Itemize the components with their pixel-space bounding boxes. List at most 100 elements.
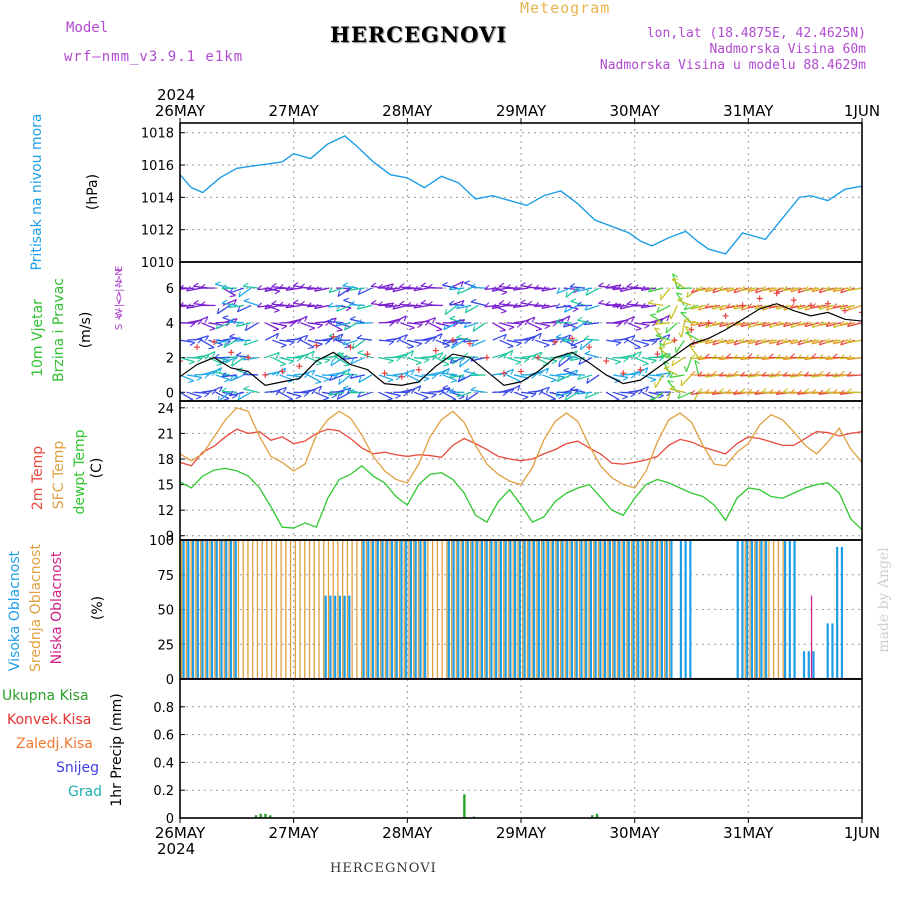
wind-arrow-head: [443, 364, 450, 367]
wind-arrow: [825, 339, 841, 344]
cloud-bar: [754, 540, 756, 679]
wind-arrow-head: [236, 321, 241, 327]
cloud-bar: [689, 540, 692, 679]
wind-arrow-head: [422, 397, 429, 401]
wind-arrow: [228, 304, 245, 309]
wind-arrow: [414, 356, 430, 361]
wind-arrow-head: [818, 304, 823, 310]
wind-arrow: [399, 286, 415, 289]
wind-arrow-head: [343, 324, 348, 331]
wind-arrow-head: [304, 354, 309, 360]
wind-arrow-head: [243, 298, 250, 302]
cloud-bar: [400, 540, 403, 679]
wind-arrow: [655, 322, 671, 325]
x-tick-label-bottom: 27MAY: [269, 824, 320, 842]
cloud-bar: [480, 540, 484, 679]
cloud-bar: [810, 595, 813, 679]
cloud-bar: [760, 540, 763, 679]
cloud-bar: [589, 540, 593, 679]
cloud-bar: [622, 540, 626, 679]
cloud-bar: [649, 540, 652, 679]
cloud-bar: [783, 540, 787, 679]
wind-arrow-head: [555, 303, 561, 309]
cloud-bar: [261, 540, 263, 679]
cloud-bar: [185, 540, 188, 679]
wind-arrow: [769, 287, 785, 293]
wind-arrow-head: [733, 287, 738, 293]
wind-arrow-head: [342, 339, 347, 346]
wind-arrow-head: [747, 303, 752, 309]
wind-arrow: [683, 320, 699, 324]
wind-arrow-head: [811, 322, 816, 328]
wind-arrow-head: [424, 358, 430, 364]
wind-arrow: [470, 301, 486, 307]
wind-arrow: [680, 374, 692, 387]
wind-arrow-head: [281, 325, 288, 330]
wind-arrow-head: [616, 322, 622, 328]
cloud-bar: [215, 540, 218, 679]
wind-arrow: [818, 356, 834, 360]
wind-arrow-head: [452, 341, 458, 346]
wind-arrow: [238, 287, 252, 298]
wind-arrow-head: [444, 345, 450, 348]
y-tick-label: 0.2: [153, 784, 174, 799]
wind-arrow: [257, 304, 273, 308]
wind-arrow: [556, 315, 571, 324]
wind-arrow-head: [218, 367, 223, 374]
wind-arrow-head: [726, 322, 731, 328]
wind-arrow-head: [427, 301, 433, 306]
cloud-bar: [645, 540, 647, 679]
wind-arrow-head: [704, 372, 710, 378]
wind-arrow-head: [782, 354, 788, 361]
wind-arrow: [676, 287, 692, 290]
wind-arrow-head: [217, 344, 223, 348]
wind-arrow-head: [403, 372, 409, 378]
x-tick-label-bottom: 30MAY: [610, 824, 661, 842]
cloud-bar: [275, 540, 278, 679]
cloud-bar: [758, 540, 761, 679]
wind-arrow-head: [563, 367, 570, 372]
wind-arrow-head: [570, 298, 577, 302]
y-tick-label: 50: [157, 604, 174, 619]
wind-arrow: [572, 322, 586, 332]
wind-arrow-head: [638, 351, 642, 358]
wind-arrow-head: [711, 320, 717, 326]
wind-arrow-head: [676, 284, 682, 289]
wind-arrow-head: [499, 329, 506, 332]
cloud-bar: [346, 540, 349, 679]
wind-arrow-head: [470, 298, 477, 303]
wind-arrow-head: [576, 286, 582, 292]
wind-arrow-head: [754, 354, 760, 360]
precip-bar: [595, 813, 599, 818]
wind-arrow: [627, 351, 642, 359]
wind-arrow-head: [726, 286, 731, 293]
wind-arrow: [342, 356, 358, 361]
wind-arrow-head: [650, 379, 657, 383]
wind-arrow-head: [683, 304, 688, 310]
cloud-bar: [342, 540, 344, 679]
cloud-bar: [360, 540, 363, 679]
pressure-line: [180, 135, 862, 255]
wind-arrow: [471, 339, 486, 347]
cloud-bar: [646, 540, 649, 679]
wind-arrow-head: [740, 371, 746, 377]
wind-arrow: [338, 374, 351, 385]
wind-arrow-head: [690, 389, 696, 395]
wind-arrow-head: [733, 339, 738, 346]
wind-arrow-head: [357, 350, 364, 354]
cloud-bar: [495, 540, 498, 679]
wind-arrow-head: [304, 335, 309, 341]
precip-bar: [254, 815, 258, 818]
wind-arrow-head: [555, 318, 561, 323]
wind-arrow: [451, 339, 465, 349]
wind-arrow: [264, 304, 280, 310]
wind-arrow-head: [242, 282, 249, 287]
wind-arrow-head: [386, 398, 393, 401]
cloud-bar: [488, 540, 491, 679]
wind-arrow-head: [304, 373, 309, 379]
wind-arrow-head: [740, 337, 745, 344]
wind-arrow-head: [847, 321, 852, 327]
wind-arrow-head: [719, 304, 724, 311]
cloud-bar: [641, 540, 645, 679]
wind-arrow: [350, 356, 365, 365]
